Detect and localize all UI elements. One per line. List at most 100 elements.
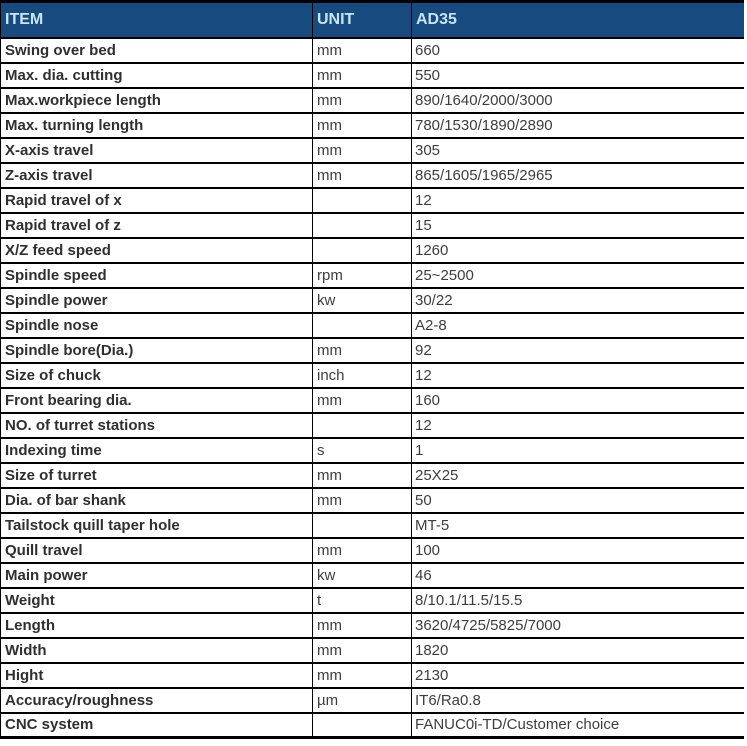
unit-cell: µm [312,686,412,714]
value-cell: A2-8 [411,311,744,339]
value-cell: 2130 [411,661,744,689]
item-cell: Indexing time [0,436,313,464]
unit-cell: mm [312,611,412,639]
item-cell: Main power [0,561,313,589]
unit-cell [312,211,412,239]
item-cell: Max. dia. cutting [0,61,313,89]
value-cell: 8/10.1/11.5/15.5 [411,586,744,614]
spec-row: Size of chuck inch 12 [0,361,744,389]
value-cell: 12 [411,186,744,214]
item-cell: X-axis travel [0,136,313,164]
spec-row: Spindle bore(Dia.) mm 92 [0,336,744,364]
item-cell: NO. of turret stations [0,411,313,439]
item-cell: Size of turret [0,461,313,489]
unit-cell: mm [312,336,412,364]
unit-cell: rpm [312,261,412,289]
spec-row: Spindle power kw 30/22 [0,286,744,314]
value-cell: 305 [411,136,744,164]
spec-row: Size of turret mm 25X25 [0,461,744,489]
item-cell: Quill travel [0,536,313,564]
unit-cell: inch [312,361,412,389]
spec-row: Swing over bed mm 660 [0,36,744,64]
value-cell: 550 [411,61,744,89]
spec-row: Z-axis travel mm 865/1605/1965/2965 [0,161,744,189]
spec-row: Tailstock quill taper hole MT-5 [0,511,744,539]
item-cell: Rapid travel of x [0,186,313,214]
unit-cell: mm [312,461,412,489]
value-cell: 92 [411,336,744,364]
value-cell: 3620/4725/5825/7000 [411,611,744,639]
item-cell: Hight [0,661,313,689]
item-cell: Size of chuck [0,361,313,389]
value-cell: 12 [411,411,744,439]
unit-cell: mm [312,536,412,564]
item-cell: Spindle speed [0,261,313,289]
item-cell: Front bearing dia. [0,386,313,414]
spec-row: Accuracy/roughness µm IT6/Ra0.8 [0,686,744,714]
value-cell: MT-5 [411,511,744,539]
value-cell: 100 [411,536,744,564]
column-header-item: ITEM [0,0,313,39]
value-cell: FANUC0i-TD/Customer choice [411,711,744,739]
unit-cell: kw [312,286,412,314]
value-cell: 890/1640/2000/3000 [411,86,744,114]
header-row: ITEM UNIT AD35 [0,0,744,39]
item-cell: Max.workpiece length [0,86,313,114]
value-cell: 25X25 [411,461,744,489]
unit-cell: mm [312,636,412,664]
item-cell: Dia. of bar shank [0,486,313,514]
item-cell: Tailstock quill taper hole [0,511,313,539]
spec-row: Width mm 1820 [0,636,744,664]
value-cell: 50 [411,486,744,514]
item-cell: Max. turning length [0,111,313,139]
value-cell: 30/22 [411,286,744,314]
item-cell: Weight [0,586,313,614]
unit-cell: mm [312,111,412,139]
item-cell: X/Z feed speed [0,236,313,264]
item-cell: Length [0,611,313,639]
value-cell: 865/1605/1965/2965 [411,161,744,189]
item-cell: Width [0,636,313,664]
spec-row: Length mm 3620/4725/5825/7000 [0,611,744,639]
value-cell: 1820 [411,636,744,664]
unit-cell: mm [312,386,412,414]
item-cell: Spindle bore(Dia.) [0,336,313,364]
spec-row: Hight mm 2130 [0,661,744,689]
spec-table-body: Swing over bed mm 660 Max. dia. cutting mm 55… [0,36,744,739]
unit-cell [312,311,412,339]
unit-cell: mm [312,161,412,189]
spec-row: Max. turning length mm 780/1530/1890/2890 [0,111,744,139]
spec-row: X-axis travel mm 305 [0,136,744,164]
unit-cell: s [312,436,412,464]
unit-cell: mm [312,36,412,64]
spec-row: Indexing time s 1 [0,436,744,464]
spec-row: Front bearing dia. mm 160 [0,386,744,414]
spec-row: Weight t 8/10.1/11.5/15.5 [0,586,744,614]
value-cell: 25~2500 [411,261,744,289]
value-cell: 15 [411,211,744,239]
item-cell: Spindle nose [0,311,313,339]
unit-cell [312,411,412,439]
value-cell: 780/1530/1890/2890 [411,111,744,139]
unit-cell [312,711,412,739]
item-cell: Z-axis travel [0,161,313,189]
value-cell: 1 [411,436,744,464]
spec-row: NO. of turret stations 12 [0,411,744,439]
value-cell: 1260 [411,236,744,264]
column-header-unit: UNIT [312,0,412,39]
item-cell: Swing over bed [0,36,313,64]
unit-cell: mm [312,86,412,114]
unit-cell: t [312,586,412,614]
spec-row: Max. dia. cutting mm 550 [0,61,744,89]
value-cell: IT6/Ra0.8 [411,686,744,714]
item-cell: CNC system [0,711,313,739]
value-cell: 12 [411,361,744,389]
spec-row: Dia. of bar shank mm 50 [0,486,744,514]
item-cell: Spindle power [0,286,313,314]
spec-row: X/Z feed speed 1260 [0,236,744,264]
spec-row: Spindle speed rpm 25~2500 [0,261,744,289]
spec-row: Spindle nose A2-8 [0,311,744,339]
value-cell: 160 [411,386,744,414]
value-cell: 46 [411,561,744,589]
